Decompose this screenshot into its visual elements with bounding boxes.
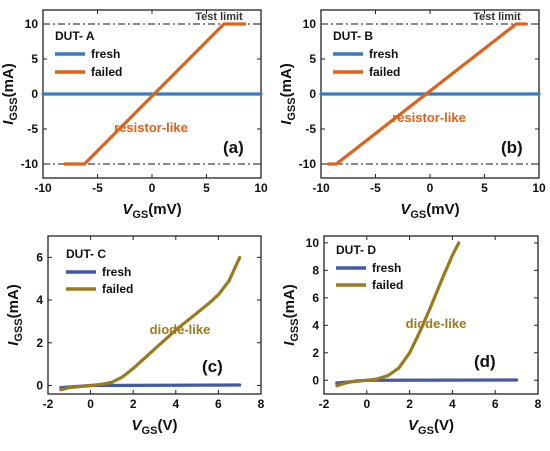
x-tick-label: 6 xyxy=(492,397,499,411)
annotation-text: resistor-like xyxy=(114,120,188,135)
y-tick-label: 8 xyxy=(312,263,319,277)
series-line-failed xyxy=(327,22,528,166)
x-tick-label: 4 xyxy=(172,397,179,411)
test-limit-label: Test limit xyxy=(195,11,243,23)
dut-label: DUT- A xyxy=(55,29,95,43)
legend-label-fresh: fresh xyxy=(372,261,401,275)
y-tick-label: 2 xyxy=(36,336,43,350)
legend-label-fresh: fresh xyxy=(369,47,398,61)
y-tick-label: 5 xyxy=(309,52,316,66)
plot-frame xyxy=(47,235,262,395)
x-tick-label: 6 xyxy=(215,397,222,411)
y-tick-label: 0 xyxy=(312,373,319,387)
x-tick-label: -10 xyxy=(312,181,330,195)
dut-label: DUT- B xyxy=(333,29,373,43)
y-tick-label: 4 xyxy=(36,293,43,307)
y-tick-label: 10 xyxy=(25,17,39,31)
y-tick-label: 10 xyxy=(303,17,317,31)
y-tick-label: 4 xyxy=(312,318,319,332)
x-tick-label: -5 xyxy=(370,181,381,195)
x-tick-label: 2 xyxy=(130,397,137,411)
x-axis-label: VGS(mV) xyxy=(400,201,459,221)
y-tick-label: 0 xyxy=(31,87,38,101)
panel-label: (c) xyxy=(202,357,223,376)
panel-label: (b) xyxy=(501,138,523,157)
plot-frame xyxy=(323,235,539,395)
y-tick-label: 0 xyxy=(36,378,43,392)
y-axis-label: IGSS(mA) xyxy=(281,284,301,346)
legend-label-fresh: fresh xyxy=(102,265,131,279)
y-axis-label: IGSS(mA) xyxy=(0,63,20,125)
x-tick-label: -2 xyxy=(319,397,330,411)
x-axis-label: VGS(V) xyxy=(408,417,454,437)
y-tick-label: 2 xyxy=(312,346,319,360)
x-tick-label: -10 xyxy=(34,181,52,195)
y-tick-label: 6 xyxy=(312,291,319,305)
x-tick-label: 8 xyxy=(258,397,265,411)
legend-label-failed: failed xyxy=(91,65,122,79)
y-axis-label: IGSS(mA) xyxy=(5,284,25,346)
legend-label-fresh: fresh xyxy=(91,47,120,61)
panel-label: (a) xyxy=(223,138,244,157)
y-tick-label: -10 xyxy=(21,157,39,171)
x-tick-label: 4 xyxy=(449,397,456,411)
y-axis-label: IGSS(mA) xyxy=(278,63,298,125)
legend-label-failed: failed xyxy=(369,65,400,79)
series-line-failed xyxy=(335,241,461,388)
y-tick-label: -5 xyxy=(305,122,316,136)
x-tick-label: 5 xyxy=(203,181,210,195)
annotation-text: resistor-like xyxy=(392,110,466,125)
test-limit-label: Test limit xyxy=(473,11,521,23)
y-tick-label: 10 xyxy=(306,236,320,250)
chart-panel-b: -10 -5 0 5 10 -10 -5 0 5 10 Test limit DUT- B fresh f… xyxy=(278,9,546,221)
series-line-failed xyxy=(63,22,247,166)
y-tick-label: 5 xyxy=(31,52,38,66)
series-line-failed xyxy=(59,255,242,392)
chart-panel-a: -10 -5 0 5 10 -10 -5 0 5 10 Test limit DUT- A fresh f… xyxy=(0,9,268,221)
y-tick-label: -5 xyxy=(27,122,38,136)
annotation-text: diode-like xyxy=(150,322,211,337)
annotation-text: diode-like xyxy=(406,316,467,331)
x-tick-label: -5 xyxy=(92,181,103,195)
x-axis-label: VGS(mV) xyxy=(122,201,181,221)
x-tick-label: 0 xyxy=(149,181,156,195)
x-tick-label: 0 xyxy=(87,397,94,411)
x-tick-label: 2 xyxy=(406,397,413,411)
y-tick-label: 6 xyxy=(36,250,43,264)
x-tick-label: 0 xyxy=(427,181,434,195)
legend-label-failed: failed xyxy=(372,278,403,292)
x-tick-label: 8 xyxy=(535,397,542,411)
x-tick-label: -2 xyxy=(43,397,54,411)
legend-label-failed: failed xyxy=(102,282,133,296)
x-axis-label: VGS(V) xyxy=(132,417,178,437)
panel-label: (d) xyxy=(474,352,496,371)
x-tick-label: 5 xyxy=(481,181,488,195)
y-tick-label: -10 xyxy=(299,157,317,171)
x-tick-label: 0 xyxy=(363,397,370,411)
y-tick-label: 0 xyxy=(309,87,316,101)
dut-label: DUT- D xyxy=(336,243,376,257)
x-tick-label: 10 xyxy=(532,181,546,195)
dut-label: DUT- C xyxy=(66,247,106,261)
x-tick-label: 10 xyxy=(254,181,268,195)
